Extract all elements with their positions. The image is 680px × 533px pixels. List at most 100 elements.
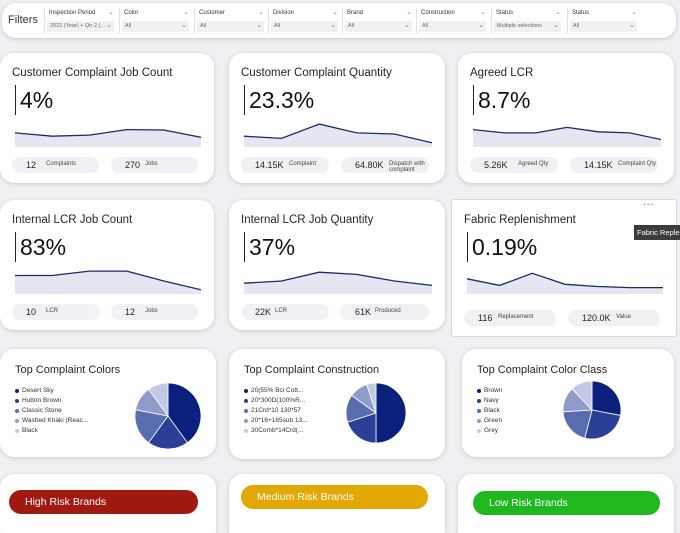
kpi-card[interactable]: Customer Complaint Quantity 23.3% 14.15K Co… (229, 53, 445, 183)
dropdown-arrow-icon[interactable]: ⌄ (553, 22, 559, 29)
pie-card[interactable]: Top Complaint Colors Desert Sky Hutton Bro… (0, 349, 216, 457)
chevron-down-icon[interactable]: ⌄ (555, 9, 561, 16)
risk-label: Medium Risk Brands (257, 491, 354, 503)
chevron-down-icon[interactable]: ⌄ (406, 9, 412, 16)
metric-pill: 12 Complaints (12, 157, 99, 173)
chevron-down-icon[interactable]: ⌄ (480, 9, 486, 16)
slicer-dropdown[interactable]: 2023 (Year) + Qtr 2 (... ⌄ (47, 21, 114, 32)
sparkline-line (15, 128, 201, 138)
slicer-dropdown[interactable]: All ⌄ (345, 21, 412, 32)
slicer-status[interactable]: Status ⌄ All ⌄ (567, 8, 639, 34)
legend-item[interactable]: Black (15, 427, 88, 434)
legend-item[interactable]: Washed Khaki (Reac... (15, 417, 88, 424)
metric-value: 64.80K (355, 160, 384, 170)
pie-slice[interactable] (148, 382, 169, 418)
pie-title: Top Complaint Color Class (477, 364, 608, 376)
legend-item[interactable]: Green (477, 417, 502, 424)
slicer-status[interactable]: Status ⌄ Multiple selections ⌄ (491, 8, 563, 34)
chevron-down-icon[interactable]: ⌄ (108, 9, 114, 16)
pie-slice[interactable] (346, 412, 377, 444)
legend-label: Navy (484, 397, 499, 404)
legend-label: Black (484, 407, 500, 414)
metric-pill: 14.15K Complaint Qty (570, 157, 658, 173)
legend-item[interactable]: 21Crd*10 130*57 (244, 407, 308, 414)
pie-card[interactable]: Top Complaint Color Class Brown Navy Black G… (462, 349, 674, 457)
legend-item[interactable]: Hutton Brown (15, 397, 88, 404)
slicer-brand[interactable]: Brand ⌄ All ⌄ (342, 8, 414, 34)
dropdown-arrow-icon[interactable]: ⌄ (256, 22, 262, 29)
dropdown-arrow-icon[interactable]: ⌄ (478, 22, 484, 29)
legend-item[interactable]: Navy (477, 397, 502, 404)
kpi-card[interactable]: Internal LCR Job Count 83% 10 LCR 12 Jobs (0, 200, 214, 330)
pie-chart[interactable] (562, 380, 622, 440)
pie-slice[interactable] (584, 409, 621, 440)
metric-pill: 120.0K Value (568, 310, 660, 326)
kpi-card[interactable]: Agreed LCR 8.7% 5.26K Agreed Qty 14.15K Compl… (458, 53, 674, 183)
dropdown-arrow-icon[interactable]: ⌄ (106, 22, 112, 29)
kpi-card[interactable]: Fabric Replenishment 0.19% 116 Replacement 1… (452, 200, 676, 336)
legend-item[interactable]: 20(55% Bci Cott... (244, 387, 308, 394)
dropdown-arrow-icon[interactable]: ⌄ (629, 22, 635, 29)
sparkline-area (15, 129, 201, 147)
pie-slice[interactable] (375, 382, 407, 444)
pie-slice[interactable] (571, 380, 593, 412)
more-options-icon[interactable]: ... (643, 197, 655, 208)
chevron-down-icon[interactable]: ⌄ (183, 9, 189, 16)
chevron-down-icon[interactable]: ⌄ (631, 9, 637, 16)
legend-item[interactable]: Grey (477, 427, 502, 434)
slicer-dropdown[interactable]: All ⌄ (122, 21, 189, 32)
low-risk-brands-button[interactable]: Low Risk Brands (473, 491, 660, 515)
metric-label: Complaints (46, 161, 77, 167)
slicer-dropdown[interactable]: All ⌄ (419, 21, 486, 32)
pie-slice[interactable] (167, 382, 202, 444)
legend-item[interactable]: Brown (477, 387, 502, 394)
dropdown-arrow-icon[interactable]: ⌄ (404, 22, 410, 29)
metric-label: LCR (275, 308, 288, 314)
legend-item[interactable]: 20*16+165sub 13... (244, 417, 308, 424)
legend-dot (477, 389, 481, 393)
kpi-title-agreed-lcr: Agreed LCR (470, 67, 534, 79)
slicer-division[interactable]: Division ⌄ All ⌄ (268, 8, 340, 34)
legend-label: 30Comb*14Crd(... (251, 427, 304, 434)
high-risk-brands-button[interactable]: High Risk Brands (9, 490, 198, 514)
dropdown-arrow-icon[interactable]: ⌄ (181, 22, 187, 29)
legend-item[interactable]: Classic Stone (15, 407, 88, 414)
pie-slice[interactable] (366, 382, 377, 414)
slicer-value: All (573, 23, 580, 29)
legend-item[interactable]: Desert Sky (15, 387, 88, 394)
legend-item[interactable]: Black (477, 407, 502, 414)
legend-item[interactable]: 20*300D(100%R... (244, 397, 308, 404)
pie-slice[interactable] (591, 380, 622, 416)
dropdown-arrow-icon[interactable]: ⌄ (330, 22, 336, 29)
slicer-dropdown[interactable]: All ⌄ (197, 21, 264, 32)
kpi-card[interactable]: Customer Complaint Job Count 4% 12 Complain… (0, 53, 214, 183)
slicer-value: 2023 (Year) + Qtr 2 (... (50, 23, 105, 29)
slicer-customer[interactable]: Customer ⌄ All ⌄ (194, 8, 266, 34)
sparkline-line (244, 271, 432, 287)
slicer-inspection-period[interactable]: Inspection Period ⌄ 2023 (Year) + Qtr 2 (.… (44, 8, 116, 34)
trend-sparkline (15, 270, 201, 294)
pie-slice[interactable] (562, 409, 593, 439)
pie-legend: 20(55% Bci Cott... 20*300D(100%R... 21Crd*… (244, 387, 308, 437)
legend-dot (477, 399, 481, 403)
metric-label: Jobs (145, 308, 158, 314)
metric-label: Value (616, 314, 631, 320)
kpi-card[interactable]: Internal LCR Job Quantity 37% 22K LCR 61K Pro… (229, 200, 445, 330)
pie-chart[interactable] (345, 382, 407, 444)
slicer-dropdown[interactable]: All ⌄ (271, 21, 338, 32)
slicer-dropdown[interactable]: Multiple selections ⌄ (494, 21, 561, 32)
pie-legend: Desert Sky Hutton Brown Classic Stone Washe… (15, 387, 88, 437)
pie-card[interactable]: Top Complaint Construction 20(55% Bci Cot… (229, 349, 445, 459)
chevron-down-icon[interactable]: ⌄ (258, 9, 264, 16)
medium-risk-brands-button[interactable]: Medium Risk Brands (241, 485, 428, 509)
pie-slice[interactable] (148, 415, 188, 450)
legend-item[interactable]: 30Comb*14Crd(... (244, 427, 308, 434)
slicer-color[interactable]: Color ⌄ All ⌄ (119, 8, 191, 34)
metric-value: 12 (125, 307, 136, 317)
metric-label: Complaint Qty (618, 161, 657, 167)
chevron-down-icon[interactable]: ⌄ (332, 9, 338, 16)
pie-chart[interactable] (134, 382, 202, 450)
slicer-construction[interactable]: Construction ⌄ All ⌄ (416, 8, 488, 34)
metric-value: 61K (355, 307, 372, 317)
slicer-dropdown[interactable]: All ⌄ (570, 21, 637, 32)
